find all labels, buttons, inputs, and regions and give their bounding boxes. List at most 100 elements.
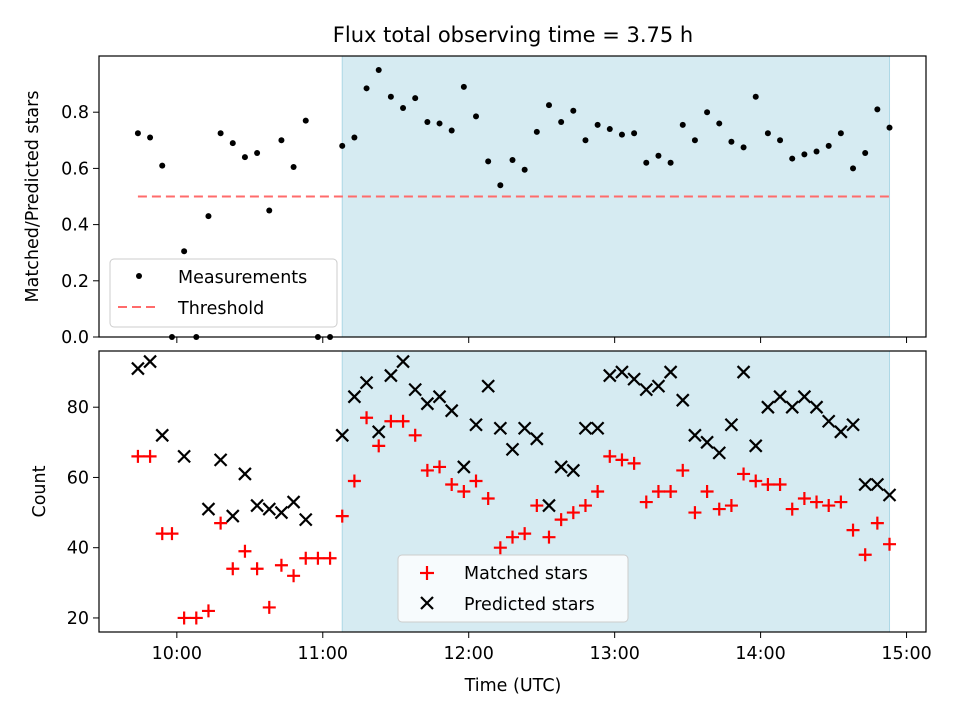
predicted-star-marker	[155, 428, 170, 443]
predicted-star-marker	[761, 400, 775, 414]
matched-star-marker	[457, 485, 471, 498]
y-tick-label: 0.4	[61, 216, 89, 236]
predicted-star-marker	[639, 382, 654, 397]
matched-star-marker	[858, 548, 872, 562]
predicted-star-marker	[444, 403, 459, 418]
predicted-star-marker	[566, 463, 581, 478]
matched-star-marker	[518, 527, 532, 541]
x-tick-label: 13:00	[589, 644, 639, 664]
matched-star-marker	[810, 495, 824, 509]
measurement-point	[181, 248, 188, 255]
matched-star-marker	[493, 541, 507, 555]
predicted-star-marker	[785, 400, 799, 414]
predicted-star-marker	[627, 372, 641, 386]
predicted-star-marker	[542, 498, 556, 513]
matched-star-marker	[676, 463, 690, 477]
measurement-point	[497, 182, 504, 189]
matched-star-marker	[384, 414, 398, 428]
matched-star-marker	[396, 414, 410, 428]
count-y-axis-label: Count	[30, 465, 50, 517]
predicted-star-marker	[882, 488, 897, 502]
matched-star-marker	[822, 499, 836, 513]
y-tick-label: 60	[67, 468, 89, 488]
predicted-star-marker	[213, 453, 228, 467]
matched-star-marker	[566, 506, 580, 520]
matched-star-marker	[238, 544, 252, 558]
matched-star-marker	[311, 551, 325, 565]
measurement-point	[241, 154, 248, 161]
predicted-star-marker	[870, 477, 885, 492]
predicted-star-marker	[712, 446, 727, 460]
matched-star-marker	[834, 495, 848, 509]
matched-star-marker	[433, 460, 447, 474]
matched-star-marker	[469, 474, 483, 488]
predicted-star-marker	[834, 425, 848, 439]
measurement-point	[825, 142, 832, 149]
predicted-star-marker	[773, 389, 787, 404]
predicted-star-marker	[432, 389, 447, 404]
matched-star-marker	[143, 449, 157, 463]
predicted-star-marker	[858, 477, 872, 492]
matched-star-marker	[131, 449, 145, 463]
matched-star-marker	[408, 428, 422, 442]
matched-star-marker	[177, 611, 191, 625]
x-axis-label: Time (UTC)	[464, 676, 562, 696]
predicted-star-marker	[420, 396, 435, 411]
matched-star-marker	[530, 499, 544, 513]
matched-star-marker	[627, 456, 641, 470]
matched-star-marker	[165, 527, 179, 541]
measurement-point	[278, 137, 285, 144]
legend-measurements-marker	[136, 273, 142, 279]
chart-title: Flux total observing time = 3.75 h	[333, 23, 693, 47]
measurement-point	[217, 130, 224, 137]
predicted-star-marker	[748, 439, 763, 453]
matched-star-marker	[189, 611, 203, 625]
measurement-point	[777, 137, 784, 144]
matched-star-marker	[420, 463, 434, 477]
measurement-point	[594, 121, 601, 128]
predicted-star-marker	[347, 389, 362, 404]
measurement-point	[266, 207, 273, 214]
matched-star-marker	[773, 477, 787, 491]
predicted-star-marker	[846, 417, 860, 432]
measurement-point	[412, 95, 419, 102]
matched-star-marker	[651, 485, 665, 498]
x-tick-label: 12:00	[443, 644, 493, 664]
legend-threshold-label: Threshold	[177, 299, 264, 319]
matched-star-marker	[226, 562, 240, 576]
measurement-point	[533, 128, 540, 135]
y-tick-label: 0.6	[61, 159, 89, 179]
predicted-star-marker	[469, 417, 483, 432]
matched-star-marker	[797, 492, 811, 506]
measurement-point	[351, 134, 358, 141]
predicted-star-marker	[457, 460, 471, 474]
matched-star-marker	[724, 499, 738, 513]
measurement-point	[813, 148, 820, 155]
matched-star-marker	[542, 530, 556, 544]
predicted-star-marker	[821, 414, 836, 429]
measurement-point	[679, 121, 686, 128]
measurement-point	[618, 131, 625, 138]
matched-star-marker	[287, 569, 301, 583]
count-y-ticks: 20 40 60 80	[67, 398, 99, 629]
measurement-point	[521, 166, 528, 173]
matched-star-marker	[481, 492, 495, 506]
measurement-point	[229, 140, 236, 147]
measurement-point	[375, 67, 382, 74]
matched-star-marker	[883, 537, 897, 551]
matched-star-marker	[214, 516, 228, 530]
measurement-point	[643, 159, 650, 166]
measurement-point	[205, 213, 212, 220]
x-tick-label: 10:00	[152, 644, 202, 664]
measurement-point	[886, 124, 893, 131]
predicted-star-marker	[688, 428, 702, 443]
measurement-point	[655, 152, 662, 159]
measurement-point	[509, 156, 516, 163]
matched-star-marker	[700, 485, 714, 498]
matched-star-marker	[372, 439, 386, 453]
measurement-point	[254, 149, 261, 156]
y-tick-label: 80	[67, 398, 89, 418]
matched-star-marker	[785, 502, 799, 516]
matched-star-marker	[347, 474, 361, 488]
matched-star-marker	[262, 600, 276, 614]
